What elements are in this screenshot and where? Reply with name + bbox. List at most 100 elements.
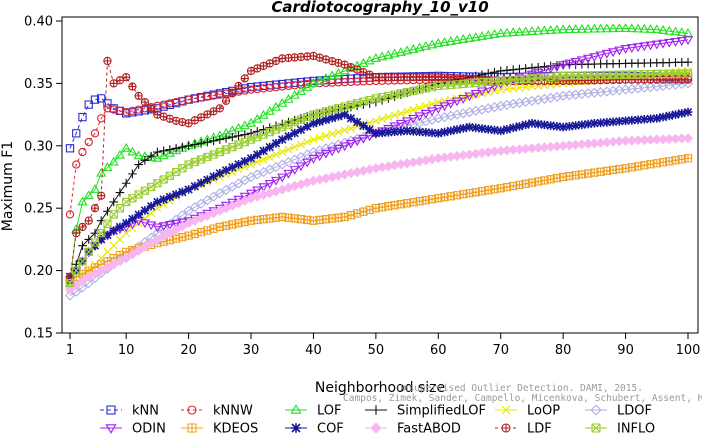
data-point xyxy=(590,119,599,128)
legend-marker xyxy=(501,405,511,415)
x-tick-label: 50 xyxy=(368,343,385,358)
x-tick-label: 20 xyxy=(180,343,197,358)
y-axis-label: Maximum F1 xyxy=(0,141,16,231)
data-point xyxy=(134,160,143,169)
data-point xyxy=(515,64,524,74)
data-point xyxy=(265,83,274,92)
data-point xyxy=(320,149,332,159)
data-point xyxy=(546,121,555,130)
data-point xyxy=(657,25,669,34)
data-point xyxy=(278,148,287,157)
series-inflo xyxy=(65,69,693,288)
data-point xyxy=(128,169,137,179)
data-point xyxy=(340,126,349,135)
data-point xyxy=(102,162,113,172)
data-point xyxy=(147,104,156,113)
data-point xyxy=(271,138,281,148)
data-point xyxy=(327,147,338,157)
legend: kNN kNNW LOF SimplifiedLOF LoOP LDOF ODIN KDEOS… xyxy=(100,404,655,434)
data-point xyxy=(445,36,456,45)
series-cof xyxy=(65,107,693,282)
data-point xyxy=(339,65,350,75)
data-point xyxy=(84,137,93,147)
data-point xyxy=(103,219,112,228)
data-point xyxy=(308,154,319,164)
legend-label: INFLO xyxy=(617,422,655,434)
x-tick-label: 90 xyxy=(617,343,634,358)
data-point xyxy=(439,102,450,112)
data-point xyxy=(146,221,157,231)
data-point xyxy=(621,116,630,126)
data-point xyxy=(152,234,163,245)
data-point xyxy=(552,122,562,131)
data-point xyxy=(384,113,393,122)
data-point xyxy=(652,114,662,123)
data-point xyxy=(215,104,224,113)
data-point xyxy=(239,120,250,130)
data-point xyxy=(227,162,237,172)
y-tick-label: 0.40 xyxy=(24,15,53,30)
data-point xyxy=(233,178,244,189)
legend-label: LDOF xyxy=(617,404,652,419)
legend-label: kNNW xyxy=(213,404,253,419)
data-point xyxy=(139,241,151,252)
data-point xyxy=(358,134,369,144)
legend-item-loop: LoOP xyxy=(495,404,560,419)
data-point xyxy=(427,128,437,138)
data-point xyxy=(539,66,550,76)
data-point xyxy=(128,214,137,224)
x-tick-label: 70 xyxy=(492,343,509,358)
citation-line-2: Unsupervised Outlier Detection. DAMI, 20… xyxy=(397,383,643,394)
citation-line-1: Campos, Zimek, Sander, Campello, Micenko… xyxy=(343,393,702,404)
data-point xyxy=(502,125,512,134)
data-point xyxy=(671,110,680,119)
data-point xyxy=(520,26,531,36)
legend-item-knnw: kNNW xyxy=(181,404,253,419)
data-point xyxy=(121,142,132,152)
data-point xyxy=(389,48,400,58)
data-point xyxy=(122,107,131,117)
data-point xyxy=(664,25,675,35)
data-point xyxy=(632,23,644,33)
data-point xyxy=(601,49,612,59)
data-point xyxy=(633,115,643,125)
data-point xyxy=(657,39,669,49)
data-point xyxy=(140,206,150,215)
data-point xyxy=(165,145,175,154)
x-tick-label: 80 xyxy=(555,343,572,358)
y-tick-label: 0.30 xyxy=(24,139,53,154)
legend-label: LOF xyxy=(317,404,342,419)
data-point xyxy=(233,122,244,132)
data-point xyxy=(395,47,406,56)
data-point xyxy=(384,128,393,137)
data-point xyxy=(426,114,438,125)
data-point xyxy=(433,38,444,47)
data-point xyxy=(83,190,94,200)
data-point xyxy=(626,23,637,33)
data-point xyxy=(234,81,243,91)
data-point xyxy=(465,122,474,132)
data-point xyxy=(501,27,513,37)
data-point xyxy=(583,54,594,64)
data-point xyxy=(270,176,282,186)
data-point xyxy=(103,99,112,108)
data-point xyxy=(408,44,419,53)
legend-label: kNN xyxy=(132,404,159,419)
data-point xyxy=(420,116,431,127)
data-point xyxy=(483,125,493,134)
data-point xyxy=(683,154,693,163)
data-point xyxy=(215,90,224,99)
data-point xyxy=(658,112,668,122)
data-point xyxy=(595,23,606,33)
data-point xyxy=(253,84,262,94)
data-point xyxy=(639,115,649,124)
data-point xyxy=(495,28,506,37)
legend-item-ldof: LDOF xyxy=(585,404,652,419)
data-point xyxy=(164,227,175,239)
data-point xyxy=(645,24,656,33)
data-point xyxy=(359,77,368,86)
data-point xyxy=(115,188,125,197)
data-point xyxy=(445,99,456,109)
data-point xyxy=(278,82,287,91)
data-point xyxy=(90,238,100,247)
